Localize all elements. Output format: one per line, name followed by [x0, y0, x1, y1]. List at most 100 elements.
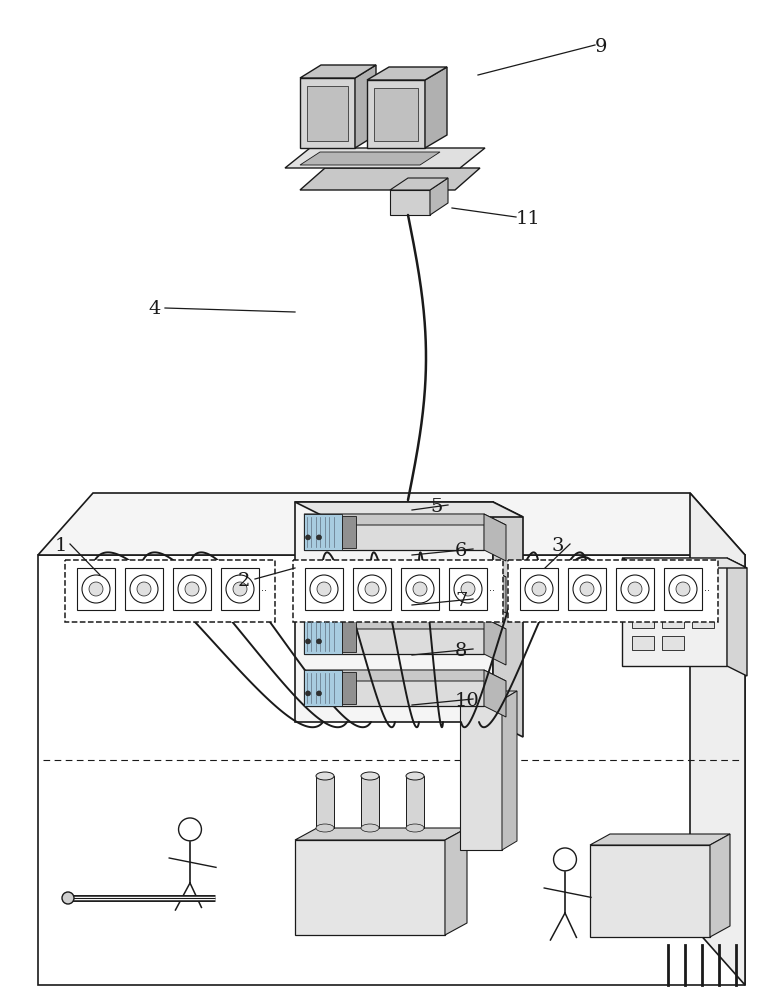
Bar — [125, 568, 163, 610]
Bar — [295, 840, 445, 935]
Polygon shape — [710, 834, 730, 937]
Bar — [662, 592, 684, 606]
Bar — [632, 614, 654, 628]
Ellipse shape — [406, 772, 424, 780]
Circle shape — [317, 535, 321, 540]
Text: 11: 11 — [516, 210, 541, 228]
Polygon shape — [484, 566, 506, 613]
Polygon shape — [493, 502, 523, 737]
Polygon shape — [304, 514, 506, 525]
Bar — [460, 700, 502, 850]
Bar — [449, 568, 487, 610]
Bar — [38, 555, 745, 985]
Bar — [664, 568, 702, 610]
Text: 5: 5 — [430, 498, 443, 516]
Polygon shape — [460, 691, 517, 700]
Circle shape — [89, 582, 103, 596]
Circle shape — [306, 587, 310, 592]
Circle shape — [358, 575, 386, 603]
Polygon shape — [342, 620, 356, 652]
Polygon shape — [355, 65, 376, 148]
Circle shape — [676, 582, 690, 596]
Polygon shape — [445, 828, 467, 935]
Circle shape — [185, 582, 199, 596]
Ellipse shape — [361, 824, 379, 832]
Text: 9: 9 — [595, 38, 608, 56]
Circle shape — [226, 575, 254, 603]
Ellipse shape — [361, 772, 379, 780]
Bar — [304, 566, 342, 602]
Bar — [353, 568, 391, 610]
Polygon shape — [342, 568, 356, 600]
Circle shape — [628, 582, 642, 596]
Circle shape — [454, 575, 482, 603]
Bar — [406, 776, 424, 828]
Circle shape — [406, 575, 434, 603]
Polygon shape — [390, 190, 430, 215]
Polygon shape — [304, 566, 506, 577]
Text: 1: 1 — [55, 537, 68, 555]
Bar — [520, 568, 558, 610]
Polygon shape — [430, 178, 448, 215]
Bar — [662, 570, 684, 584]
Text: ...: ... — [702, 583, 710, 593]
Polygon shape — [295, 502, 523, 517]
Circle shape — [233, 582, 247, 596]
Bar — [304, 670, 342, 706]
Bar — [65, 560, 275, 622]
Bar — [361, 776, 379, 828]
Circle shape — [525, 575, 553, 603]
Circle shape — [532, 582, 546, 596]
Bar — [401, 568, 439, 610]
Polygon shape — [300, 168, 480, 190]
Polygon shape — [367, 80, 425, 148]
Circle shape — [137, 582, 151, 596]
Bar — [316, 776, 334, 828]
Text: 6: 6 — [455, 542, 468, 560]
Polygon shape — [300, 78, 355, 148]
Ellipse shape — [316, 824, 334, 832]
Text: 10: 10 — [455, 692, 480, 710]
Bar — [304, 670, 484, 706]
Polygon shape — [727, 558, 747, 676]
Polygon shape — [367, 67, 447, 80]
Bar — [692, 614, 714, 628]
Polygon shape — [374, 88, 418, 141]
Bar — [662, 636, 684, 650]
Polygon shape — [342, 672, 356, 704]
Bar — [305, 568, 343, 610]
Polygon shape — [304, 670, 506, 681]
Bar — [221, 568, 259, 610]
Bar — [616, 568, 654, 610]
Ellipse shape — [406, 824, 424, 832]
Polygon shape — [690, 493, 745, 985]
Polygon shape — [390, 178, 448, 190]
Circle shape — [130, 575, 158, 603]
Bar — [692, 570, 714, 584]
Bar — [692, 592, 714, 606]
Text: 8: 8 — [455, 642, 468, 660]
Bar — [304, 618, 342, 654]
Text: 4: 4 — [148, 300, 160, 318]
Polygon shape — [38, 493, 745, 555]
Bar — [662, 614, 684, 628]
Bar — [304, 566, 484, 602]
Polygon shape — [300, 65, 376, 78]
Bar — [590, 845, 710, 937]
Polygon shape — [425, 67, 447, 148]
Circle shape — [669, 575, 697, 603]
Text: 3: 3 — [552, 537, 565, 555]
Bar — [293, 560, 503, 622]
Bar — [295, 502, 493, 722]
Text: ...: ... — [258, 583, 268, 593]
Text: ...: ... — [486, 583, 496, 593]
Polygon shape — [484, 618, 506, 665]
Circle shape — [580, 582, 594, 596]
Polygon shape — [342, 516, 356, 548]
Circle shape — [178, 575, 206, 603]
Bar — [304, 514, 484, 550]
Bar — [304, 514, 342, 550]
Polygon shape — [304, 618, 506, 629]
Bar — [632, 592, 654, 606]
Polygon shape — [300, 152, 440, 165]
